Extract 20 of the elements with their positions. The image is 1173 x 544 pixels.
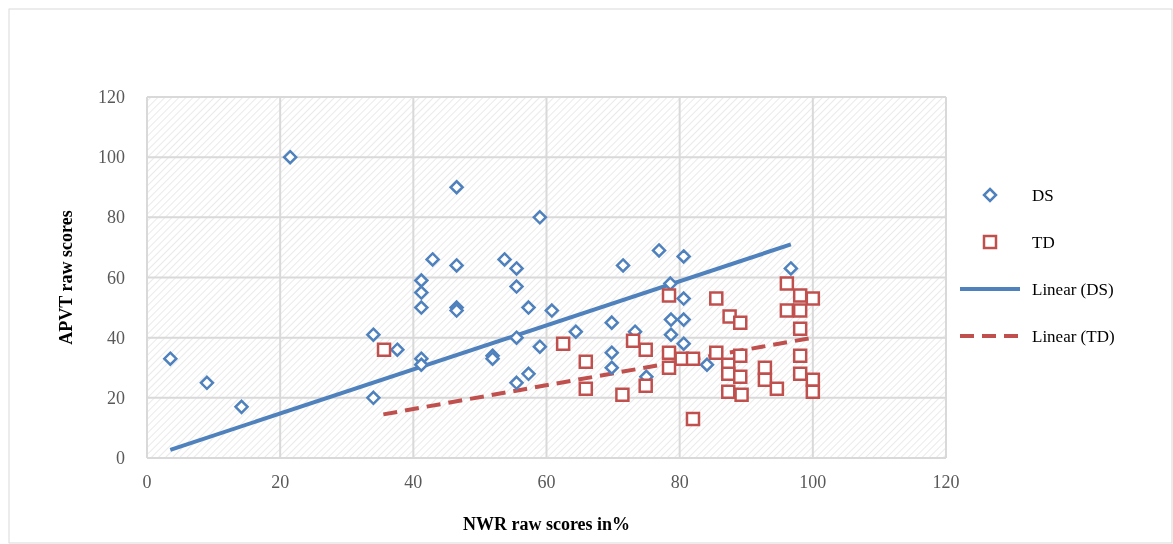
y-tick-label: 20 xyxy=(107,387,125,408)
legend-label: Linear (TD) xyxy=(1032,327,1115,346)
x-tick-label: 0 xyxy=(142,472,152,492)
x-tick-label: 80 xyxy=(670,472,689,492)
y-tick-label: 0 xyxy=(116,448,125,468)
x-tick-label: 40 xyxy=(404,472,423,492)
legend-label: DS xyxy=(1032,186,1054,205)
x-tick-label: 60 xyxy=(537,472,556,492)
x-tick-label: 20 xyxy=(271,472,290,492)
y-tick-label: 80 xyxy=(107,207,125,228)
x-tick-label: 100 xyxy=(799,472,827,492)
legend-label: Linear (DS) xyxy=(1032,280,1114,299)
y-tick-label: 40 xyxy=(107,327,125,348)
y-tick-label: 120 xyxy=(98,87,125,107)
legend-label: TD xyxy=(1032,233,1055,252)
x-tick-label: 120 xyxy=(932,472,960,492)
y-tick-label: 60 xyxy=(107,267,125,288)
y-tick-label: 100 xyxy=(98,147,125,168)
x-axis-title: NWR raw scores in% xyxy=(462,514,631,534)
y-axis-title: APVT raw scores xyxy=(56,210,76,345)
